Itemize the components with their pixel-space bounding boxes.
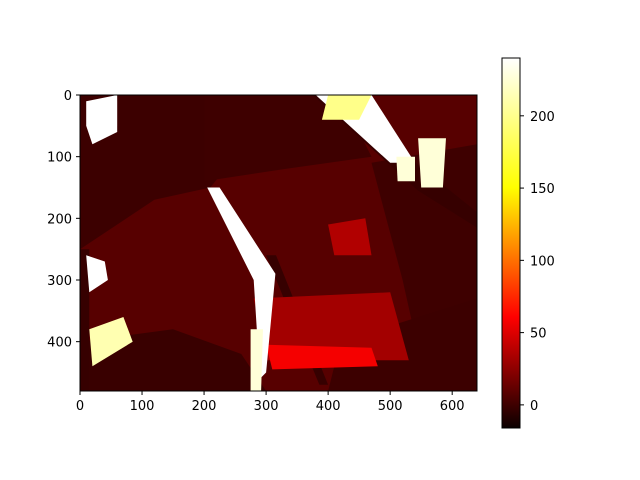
region-mid-red-patch-right — [328, 218, 372, 256]
x-tick-label: 600 — [440, 399, 465, 414]
plot-frame — [79, 94, 478, 392]
x-tick-label: 100 — [130, 399, 155, 414]
y-tick-label: 0 — [64, 89, 72, 104]
region-white-top-left — [86, 95, 118, 145]
x-tick-label: 300 — [254, 399, 279, 414]
x-axis: 0 100 200 300 400 500 600 — [76, 391, 465, 414]
region-yellow-top-mid — [321, 95, 372, 120]
x-tick-label: 200 — [192, 399, 217, 414]
colorbar-tick-label: 100 — [530, 254, 555, 269]
colorbar-axis: 0 50 100 150 200 — [520, 110, 555, 414]
colorbar-tick-label: 0 — [530, 399, 538, 414]
region-white-left-mid — [86, 255, 108, 293]
colorbar-tick-label: 50 — [530, 327, 547, 342]
y-tick-label: 100 — [47, 151, 72, 166]
x-tick-label: 500 — [378, 399, 403, 414]
colorbar — [501, 57, 521, 429]
region-white-small-right — [396, 156, 415, 182]
y-tick-label: 400 — [47, 336, 72, 351]
region-white-bottom-center — [250, 329, 263, 391]
x-tick-label: 0 — [76, 399, 84, 414]
colorbar-tick-label: 200 — [530, 110, 555, 125]
x-tick-label: 400 — [316, 399, 341, 414]
region-yellow-bottom-left — [89, 317, 133, 367]
region-white-right-edge — [418, 138, 446, 188]
region-mid-red-floor — [253, 292, 409, 361]
y-tick-label: 300 — [47, 274, 72, 289]
heatmap-image — [80, 95, 477, 391]
y-axis: 0 100 200 300 400 — [47, 89, 80, 351]
region-hot-floor-front — [266, 344, 378, 370]
y-tick-label: 200 — [47, 212, 72, 227]
colorbar-tick-label: 150 — [530, 182, 555, 197]
region-dark-left-strip — [80, 249, 90, 391]
